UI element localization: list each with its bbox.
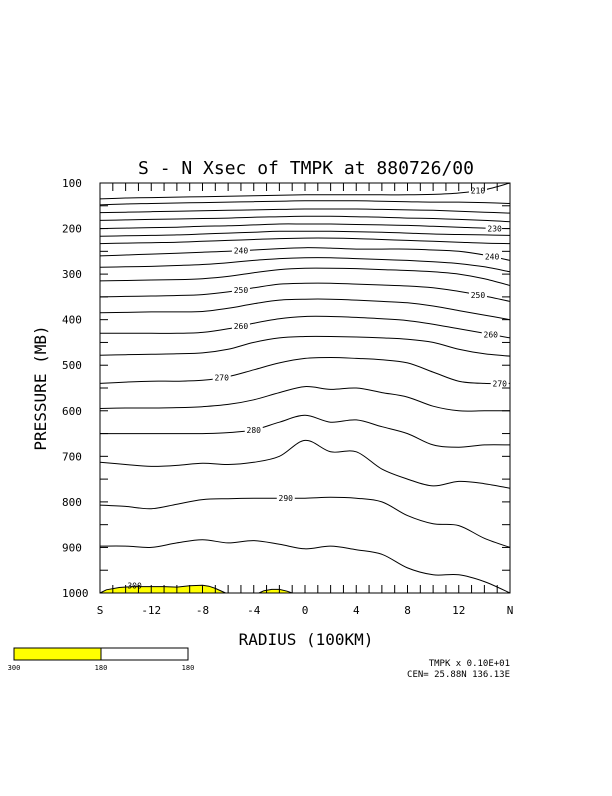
contour-label: 290 [279, 494, 294, 503]
contour-line-18 [99, 496, 511, 548]
x-tick-label: 0 [302, 604, 309, 617]
colorbar-swatch-yellow [13, 647, 102, 661]
contour-line-7 [99, 247, 511, 261]
contour-label-bg [490, 379, 509, 388]
contour-line-19 [99, 539, 511, 594]
contour-line-8 [99, 257, 511, 273]
contour-label-bg [468, 290, 487, 299]
plot-frame [99, 182, 511, 594]
contour-label: 260 [234, 322, 249, 331]
contour-line-3 [99, 215, 511, 223]
contour-line-10 [99, 282, 511, 302]
y-tick-label: 200 [62, 223, 82, 236]
contour-labels: 210 230 240 240 250 250 260 260 270 270 280 290 300 [127, 186, 509, 591]
chart-title: S - N Xsec of TMPK at 880726/00 [138, 158, 474, 179]
contour-label: 270 [493, 379, 508, 388]
contour-line-6 [99, 237, 511, 245]
contour-label: 240 [234, 247, 249, 256]
x-tick-label: -12 [141, 604, 161, 617]
y-tick-label: 1000 [62, 587, 89, 600]
colorbar: 300 180 180 [8, 647, 195, 672]
y-tick-label: 500 [62, 359, 82, 372]
contour-label: 280 [247, 426, 262, 435]
y-tick-label: 700 [62, 450, 82, 463]
contour-line-15 [99, 386, 510, 412]
contour-label-bg [231, 246, 250, 255]
contour-line-1 [99, 200, 511, 206]
contour-line-4 [99, 223, 511, 230]
contour-label-bg [244, 425, 263, 434]
contour-line-0 [99, 182, 511, 200]
contour-line-11 [99, 298, 511, 321]
contour-label-bg [212, 373, 231, 382]
contour-label-bg [485, 224, 504, 233]
contour-line-2 [99, 208, 511, 214]
contour-lines [99, 182, 511, 594]
y-tick-label: 800 [62, 496, 82, 509]
contour-label-bg [276, 494, 295, 503]
colorbar-label-right: 180 [182, 664, 195, 672]
x-tick-labels: S -12 -8 -4 0 4 8 12 N [97, 604, 514, 617]
contour-line-13 [99, 335, 511, 357]
colorbar-swatch-white [100, 647, 189, 661]
footer-center-text: CEN= 25.88N 136.13E [407, 670, 510, 680]
contour-label-bg [231, 285, 250, 294]
contour-label: 250 [471, 291, 486, 300]
contour-line-5 [99, 230, 511, 237]
contour-line-9 [99, 267, 511, 286]
contour-label: 250 [234, 286, 249, 295]
x-tick-label: 12 [452, 604, 465, 617]
contour-label-bg [231, 322, 250, 331]
y-tick-label: 900 [62, 541, 82, 554]
x-tick-label: 8 [404, 604, 411, 617]
contour-label-bg [468, 186, 487, 195]
axis-ticks [99, 182, 511, 594]
contour-line-14 [99, 356, 511, 385]
contour-label: 260 [484, 330, 499, 339]
contour-line-12 [99, 315, 511, 339]
y-tick-label: 300 [62, 268, 82, 281]
contour-label: 210 [471, 187, 486, 196]
x-tick-label: -4 [247, 604, 261, 617]
contour-label-bg [481, 330, 500, 339]
x-tick-label: 4 [353, 604, 360, 617]
x-tick-label: -8 [196, 604, 209, 617]
y-tick-label: 600 [62, 405, 82, 418]
colorbar-label-mid: 180 [95, 664, 108, 672]
x-tick-label: N [507, 604, 514, 617]
shaded-region-label: 300 [127, 582, 142, 591]
y-tick-label: 100 [62, 177, 82, 190]
y-tick-label: 400 [62, 314, 82, 327]
y-axis-title: PRESSURE (MB) [31, 325, 50, 450]
contour-line-17 [99, 439, 511, 489]
shaded-area-0 [99, 584, 226, 594]
contour-line-16 [100, 414, 511, 448]
contour-label: 240 [485, 253, 500, 262]
contour-label: 270 [214, 374, 229, 383]
y-tick-labels: 100 200 300 400 500 600 700 800 900 1000 [62, 177, 89, 600]
colorbar-label-left: 300 [8, 664, 21, 672]
contour-label-bg [483, 252, 502, 261]
contour-label: 230 [487, 224, 502, 233]
footer-scale-text: TMPK x 0.10E+01 [429, 659, 510, 669]
shaded-area-1 [258, 588, 293, 594]
x-axis-title: RADIUS (100KM) [239, 630, 374, 649]
x-tick-label: S [97, 604, 104, 617]
